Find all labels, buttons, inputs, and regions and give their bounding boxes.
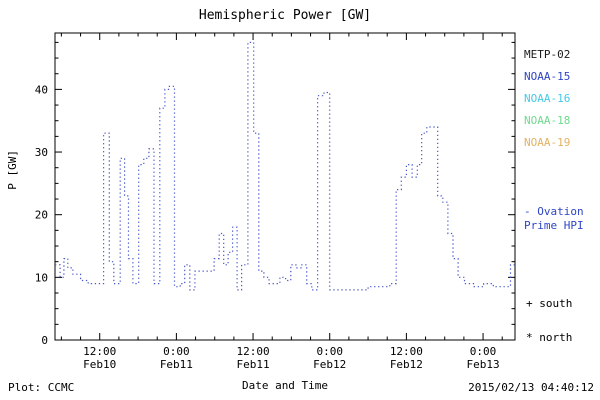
x-tick-date-label: Feb10 [83, 358, 116, 371]
plot-frame [54, 32, 516, 341]
ovation-prime-hpi-legend: - Ovation Prime HPI [524, 205, 584, 233]
x-tick-time-label: 12:00 [236, 345, 269, 358]
legend-item-noaa19: NOAA-19 [524, 136, 571, 149]
plus-marker-icon: + [526, 297, 533, 310]
x-tick-date-label: Feb12 [313, 358, 346, 371]
south-marker-legend: + south [526, 297, 572, 310]
ovation-legend-line2: Prime HPI [524, 219, 584, 232]
legend-item-noaa15: NOAA-15 [524, 70, 571, 83]
ovation-legend-line1: - Ovation [524, 205, 584, 218]
y-tick-label: 10 [35, 271, 48, 284]
x-tick-time-label: 12:00 [83, 345, 116, 358]
y-tick-label: 20 [35, 209, 48, 222]
x-tick-date-label: Feb11 [236, 358, 269, 371]
x-tick-time-label: 12:00 [390, 345, 423, 358]
generation-timestamp: 2015/02/13 04:40:12 [468, 381, 594, 394]
y-tick-label: 40 [35, 83, 48, 96]
x-tick-date-label: Feb11 [160, 358, 193, 371]
y-tick-label: 0 [41, 334, 48, 347]
north-label: north [539, 331, 573, 344]
x-tick-date-label: Feb12 [390, 358, 423, 371]
legend-item-noaa18: NOAA-18 [524, 114, 571, 127]
x-tick-time-label: 0:00 [163, 345, 190, 358]
south-label: south [539, 297, 573, 310]
x-tick-time-label: 0:00 [470, 345, 497, 358]
legend-item-metp02: METP-02 [524, 48, 571, 61]
x-axis-label: Date and Time [241, 379, 329, 392]
y-tick-label: 30 [35, 146, 48, 159]
north-marker-legend: * north [526, 331, 572, 344]
hpi-step-line [55, 41, 515, 291]
legend-item-noaa16: NOAA-16 [524, 92, 571, 105]
y-axis-label: P [GW] [6, 150, 19, 190]
satellite-legend: METP-02 NOAA-15 NOAA-16 NOAA-18 NOAA-19 [524, 44, 570, 154]
asterisk-marker-icon: * [526, 331, 533, 344]
x-tick-time-label: 0:00 [316, 345, 343, 358]
plot-credit: Plot: CCMC [8, 381, 75, 394]
x-tick-date-label: Feb13 [466, 358, 499, 371]
chart-title: Hemispheric Power [GW] [198, 8, 372, 23]
